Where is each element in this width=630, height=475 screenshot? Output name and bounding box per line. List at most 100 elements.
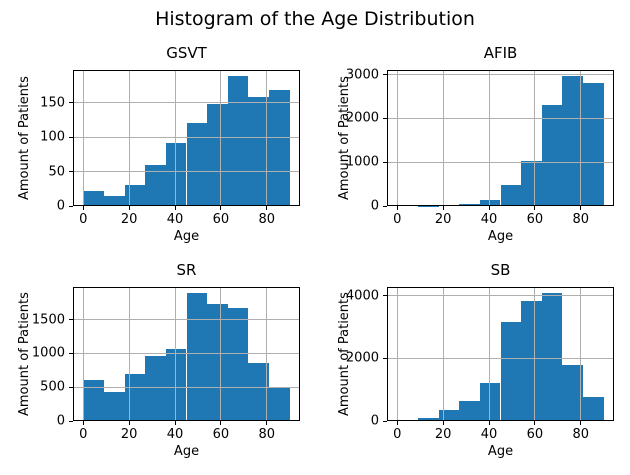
x-axis-label: Age: [173, 229, 200, 244]
subplot-sr: SR Amount of Patients Age 0 20 40 60 80 0 500 1…: [17, 261, 300, 459]
x-tick-mark: [82, 206, 84, 210]
histogram-bar: [438, 205, 460, 206]
x-tick-mark: [396, 206, 398, 210]
x-tick-mark: [580, 206, 582, 210]
histogram-bar: [397, 204, 418, 206]
x-tick-label: 0: [79, 212, 88, 227]
x-tick-label: 0: [393, 212, 402, 227]
x-tick-label: 60: [526, 212, 544, 227]
x-tick-label: 60: [526, 427, 544, 442]
x-tick-label: 40: [166, 427, 184, 442]
x-tick-label: 20: [434, 427, 452, 442]
y-tick-mark: [383, 161, 387, 163]
histogram-bar: [269, 387, 290, 421]
x-tick-label: 20: [120, 427, 138, 442]
x-tick-mark: [220, 421, 222, 425]
histogram-bar: [269, 90, 290, 206]
histogram-bar: [248, 97, 270, 206]
y-tick-mark: [383, 357, 387, 359]
y-tick-mark: [383, 295, 387, 297]
x-tick-mark: [174, 206, 176, 210]
y-tick-label: 0: [370, 413, 379, 429]
y-tick-label: 0: [370, 198, 379, 214]
histogram-bar: [103, 391, 125, 421]
histogram-bar: [83, 190, 104, 206]
x-tick-mark: [128, 421, 130, 425]
gridline-vertical: [488, 287, 490, 421]
y-tick-mark: [69, 205, 73, 207]
gridline-horizontal: [73, 352, 300, 354]
y-tick-label: 3000: [345, 67, 379, 83]
y-tick-label: 4000: [345, 288, 379, 304]
y-axis-label: Amount of Patients: [17, 292, 32, 416]
x-axis-label: Age: [487, 229, 514, 244]
gridline-horizontal: [73, 386, 300, 388]
x-axis-label: Age: [487, 444, 514, 459]
histogram-bar: [562, 364, 584, 421]
subplot-title: SR: [176, 261, 197, 279]
x-tick-label: 40: [480, 427, 498, 442]
y-tick-mark: [69, 171, 73, 173]
x-tick-label: 60: [212, 427, 230, 442]
x-tick-label: 20: [434, 212, 452, 227]
gridline-horizontal: [73, 136, 300, 138]
histogram-bar: [227, 76, 249, 206]
y-tick-label: 2000: [345, 110, 379, 126]
x-tick-label: 20: [120, 212, 138, 227]
histogram-bar: [248, 362, 270, 421]
x-tick-label: 0: [79, 427, 88, 442]
x-tick-mark: [488, 206, 490, 210]
y-tick-label: 150: [40, 95, 65, 111]
x-tick-mark: [128, 206, 130, 210]
gridline-vertical: [128, 70, 130, 206]
subplot-gsvt: GSVT Amount of Patients Age 0 20 40 60 80 0 50…: [17, 44, 300, 244]
y-tick-label: 50: [48, 164, 65, 180]
histogram-bar: [186, 293, 208, 421]
x-tick-label: 40: [166, 212, 184, 227]
x-tick-mark: [442, 206, 444, 210]
x-tick-mark: [174, 421, 176, 425]
plot-area: 0 20 40 60 80 0 500 1000 1500: [32, 287, 300, 442]
x-tick-label: 40: [480, 212, 498, 227]
y-tick-mark: [69, 352, 73, 354]
histogram-bar: [500, 322, 522, 421]
x-tick-label: 0: [393, 427, 402, 442]
histogram-bar: [165, 142, 187, 206]
subplot-title: SB: [490, 261, 511, 279]
histogram-bar: [562, 76, 584, 206]
y-tick-label: 100: [40, 129, 65, 145]
gridline-horizontal: [73, 319, 300, 321]
gridline-vertical: [396, 287, 398, 421]
histogram-bar: [521, 161, 542, 206]
y-tick-label: 1500: [31, 312, 65, 328]
gridline-vertical: [442, 287, 444, 421]
histogram-bar: [541, 293, 563, 421]
gridline-horizontal: [387, 161, 614, 163]
x-tick-mark: [266, 206, 268, 210]
histogram-bar: [583, 82, 604, 206]
y-tick-label: 0: [56, 413, 65, 429]
histogram-bar: [438, 410, 460, 421]
y-tick-label: 1000: [345, 154, 379, 170]
histogram-bar: [124, 373, 146, 421]
subplot-afib: AFIB Amount of Patients Age 0 20 40 60 80 0 10…: [337, 44, 614, 244]
y-tick-mark: [383, 205, 387, 207]
gridline-vertical: [580, 287, 582, 421]
gridline-vertical: [396, 70, 398, 206]
histogram-bar: [227, 308, 249, 421]
histogram-bar: [103, 195, 125, 206]
histogram-bar: [459, 203, 480, 206]
y-tick-mark: [69, 319, 73, 321]
x-tick-mark: [534, 206, 536, 210]
x-tick-mark: [580, 421, 582, 425]
gridline-vertical: [534, 287, 536, 421]
histogram-bar: [583, 397, 604, 421]
histogram-bar: [500, 185, 522, 206]
x-tick-mark: [534, 421, 536, 425]
figure-title: Histogram of the Age Distribution: [155, 8, 475, 30]
histogram-bar: [397, 420, 418, 421]
gridline-vertical: [488, 70, 490, 206]
histogram-bar: [186, 122, 208, 206]
plot-area: 0 20 40 60 80 0 2000 4000: [346, 287, 614, 442]
histogram-bar: [459, 400, 480, 421]
